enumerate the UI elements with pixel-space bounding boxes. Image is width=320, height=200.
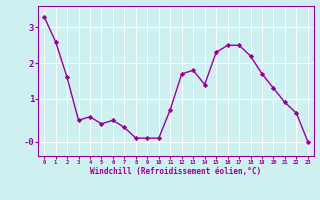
X-axis label: Windchill (Refroidissement éolien,°C): Windchill (Refroidissement éolien,°C) [91, 167, 261, 176]
